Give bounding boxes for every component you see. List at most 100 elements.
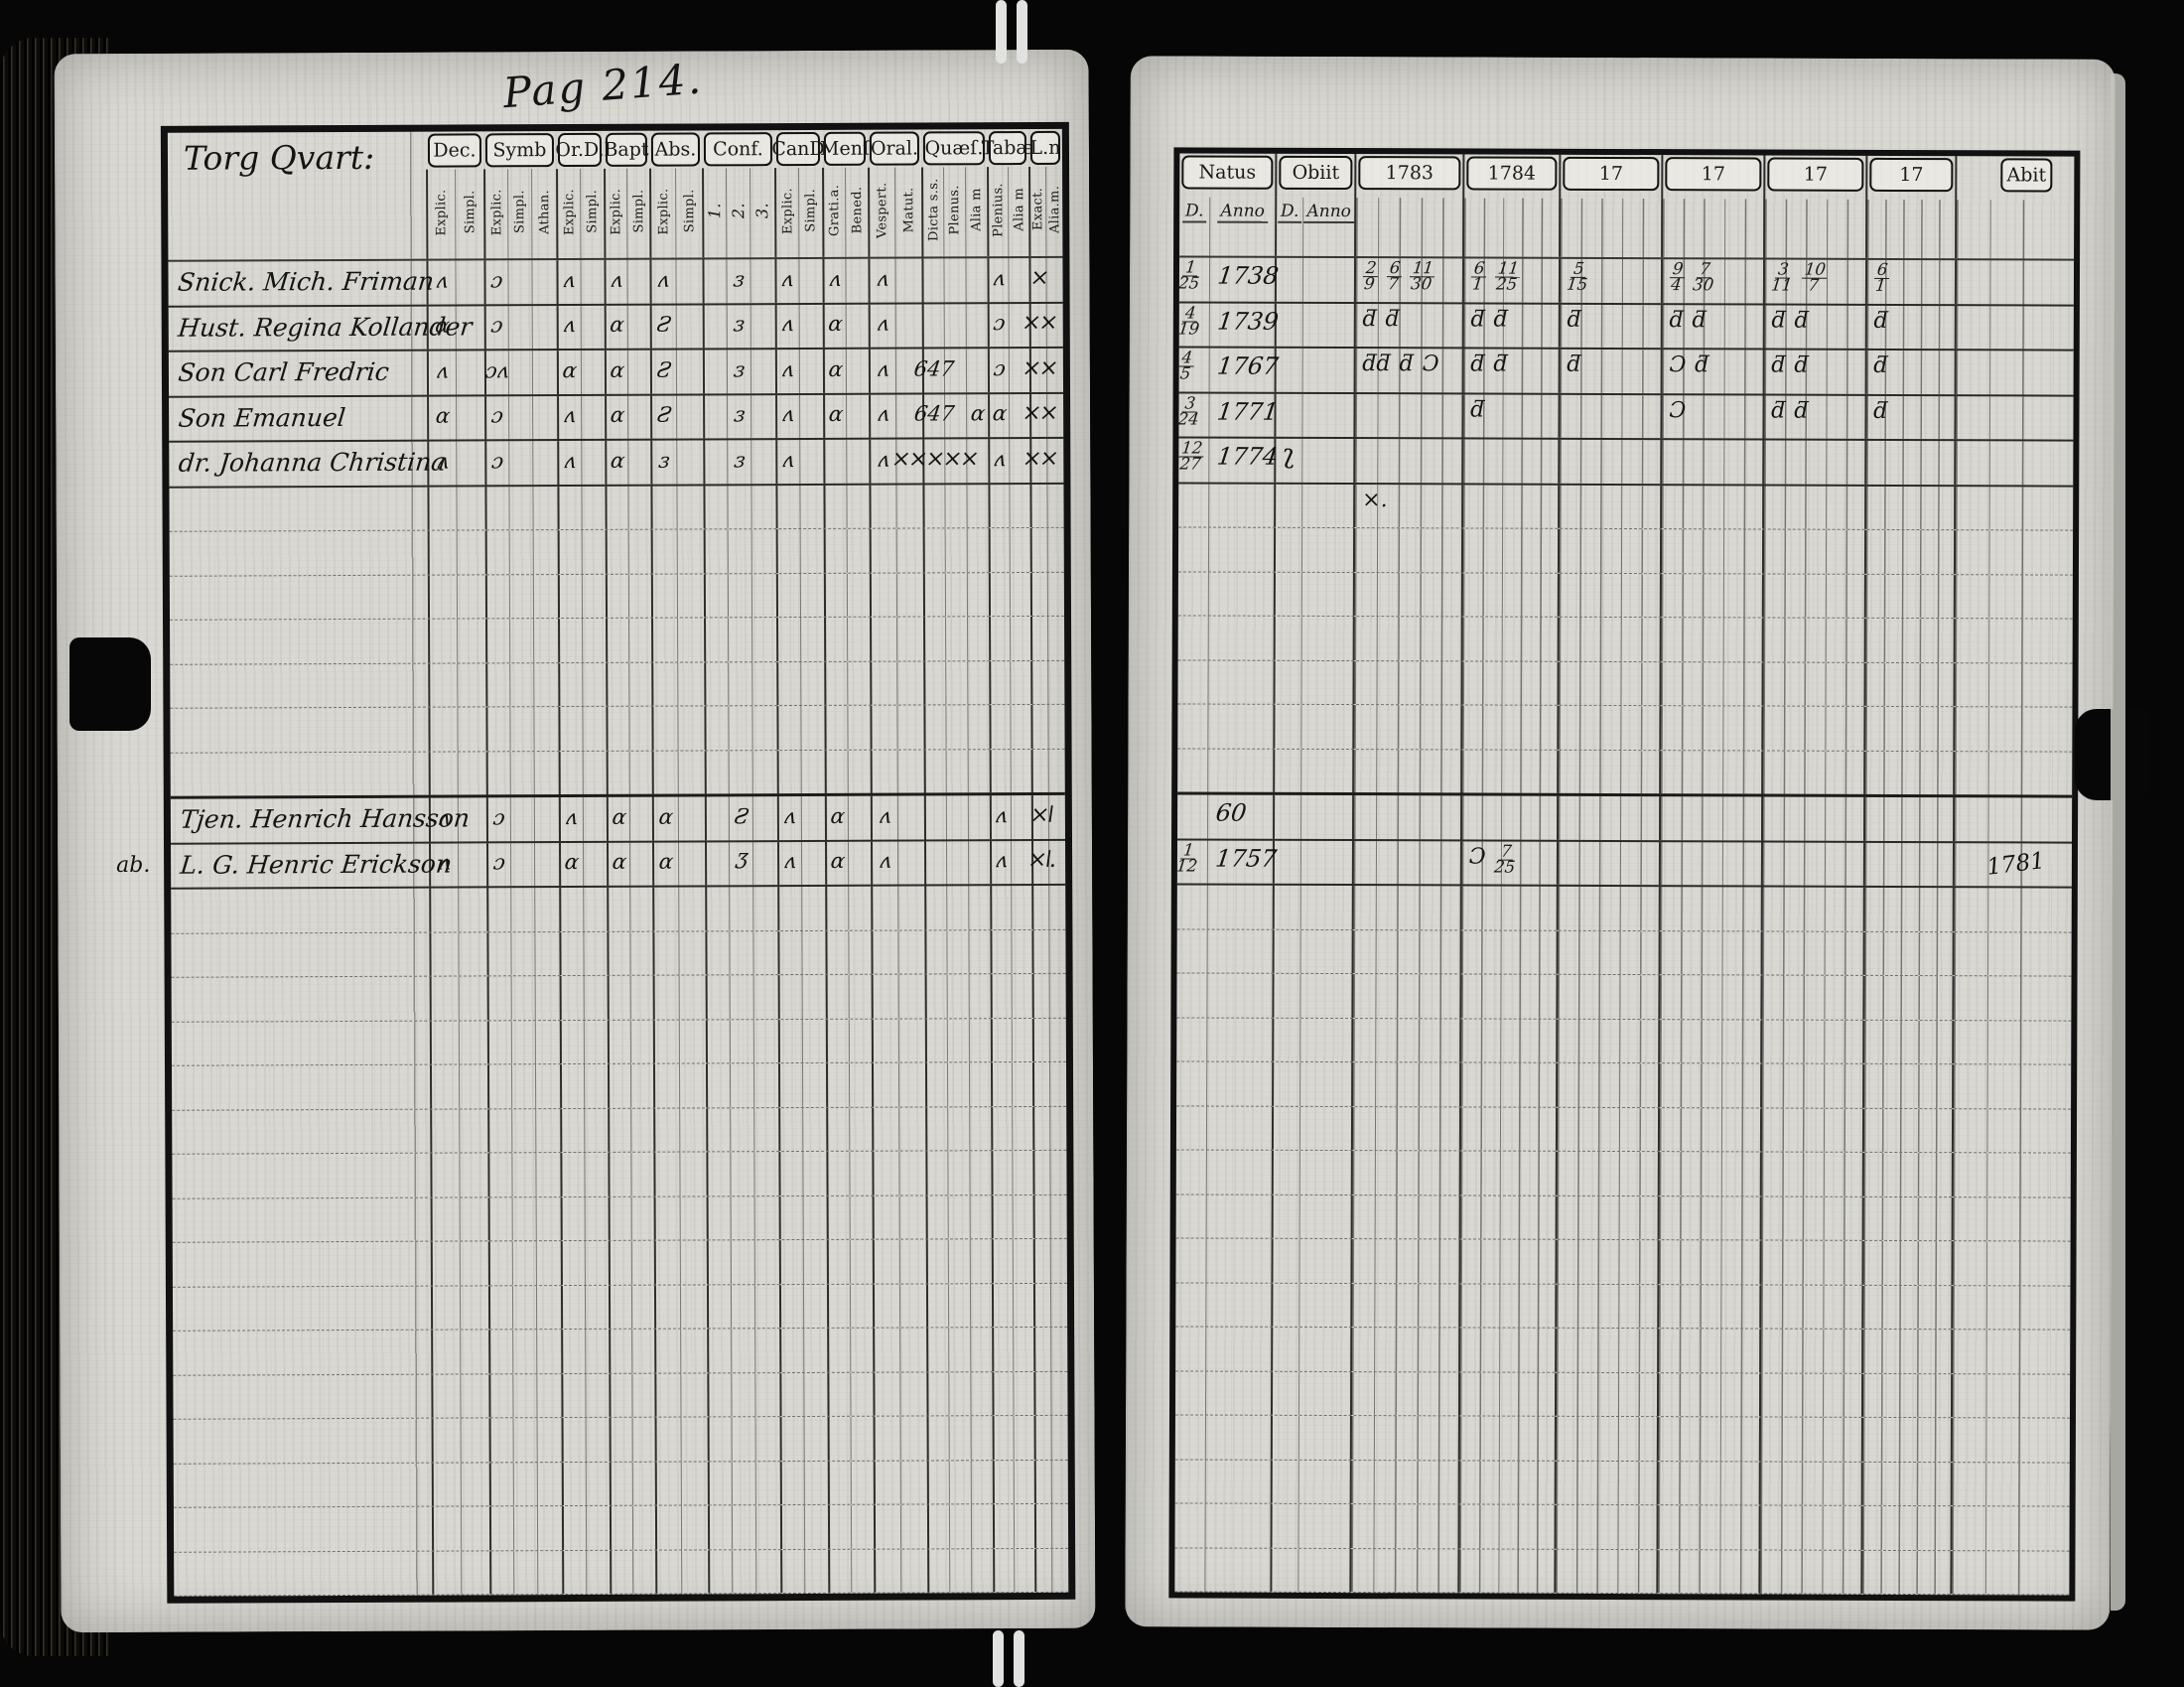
natus-anno-cell [1204,1415,1271,1460]
ditto-mark: ƌ [1771,352,1786,378]
mark-cell [897,840,925,885]
mark-cell [825,886,849,930]
ditto-mark: ƌ [1771,308,1786,334]
obiit-day-cell [1273,794,1301,839]
mark-cell [532,441,558,485]
mark-cell [968,840,991,885]
natus-anno-cell [1206,929,1273,973]
year-cell [1554,1372,1658,1417]
mark-cell [510,1064,536,1108]
person-name: Son Carl Fredric [177,356,391,387]
mark-cell [510,976,535,1020]
year-cell [1860,1417,1951,1462]
year-cell [1862,1063,1953,1108]
year-cell [1658,975,1761,1019]
table-row [1175,1238,2071,1287]
year-cell [1352,705,1461,749]
mark-cell [923,660,946,705]
mark-cell [777,1019,802,1063]
attendance-mark: ɑ [561,357,579,382]
table-row: 1 25 1738 2 9 6 7 11 30 6 1 11 25 5 15 9 4 7 30 3 11 10 7 6 1 [1177,257,2075,307]
year-lanes [1865,199,1956,259]
attendance-mark: ɑ [990,401,1009,426]
subcolumn-header: Athan. [531,169,557,259]
mark-cell [925,1151,948,1195]
obiit-anno-cell [1300,660,1353,705]
obiit-anno-cell [1298,1283,1351,1328]
year-cell: ƌƌ ƌ Ɔ [1353,349,1462,392]
table-row: 1 12 1757 Ɔ 7 25 1781 [1175,839,2073,889]
mark-cell [609,1373,632,1417]
mark-cell [804,1549,829,1593]
mark-cell [926,1371,949,1416]
left-page: Pag 214. Torg Qvart: Dec. Symb Or.D. Bapt Ab… [54,49,1096,1633]
year-cell [1761,750,1864,794]
mark-cell [1013,1327,1034,1371]
attendance-mark: ɜ [732,402,747,427]
year-cell [1657,1240,1760,1284]
mark-cell [627,486,651,529]
mark-cell [966,528,989,572]
mark-cell [488,1506,514,1550]
mark-cell [512,1330,537,1373]
trailing-cell [1953,797,2053,842]
mark-cell [946,1018,969,1062]
attendance-mark: ɑ [563,850,581,875]
mark-cell [1048,885,1066,929]
mark-cell [1030,616,1048,660]
year-lanes [1763,199,1866,258]
obiit-mark: ʅ [1282,438,1296,470]
mark-cell [677,661,705,706]
year-cell [1659,618,1762,661]
mark-cell [970,1371,993,1416]
mark-cell [534,1020,560,1064]
mark-cell: ɑ [426,306,456,350]
mark-cell [486,931,511,976]
mark-cell [1050,1327,1068,1371]
column-group-5: Conf. [702,130,774,168]
obiit-group: Obiit [1275,153,1355,199]
name-cell: dr. Johanna Christina [169,441,448,487]
mark-cell [486,888,511,931]
year-cell [1458,1195,1556,1239]
year-cell [1352,617,1461,660]
year-cell [1861,1329,1952,1373]
mark-cell [484,486,509,530]
year-cell [1557,705,1660,750]
mark-cell [1050,1460,1068,1503]
year-cell [1558,485,1661,529]
table-row [172,1106,1067,1155]
mark-cell [825,1019,849,1062]
column-header: Abs. [650,132,701,167]
mark-cell [847,795,871,840]
obiit-day-cell [1271,1106,1300,1150]
mark-cell [945,617,968,660]
mark-cell [728,661,752,706]
mark-cell [729,1063,754,1107]
mark-cell [626,259,650,304]
mark-cell: ɜ [650,440,677,485]
mark-cell [608,1196,631,1240]
mark-cell [752,841,778,886]
mark-cell [582,796,607,841]
table-row [173,1327,1068,1376]
name-column-spacer [168,169,427,260]
natus-day-cell [1177,704,1207,748]
mark-cell [801,1019,826,1063]
mark-cell [845,349,870,393]
mark-cell [731,1461,755,1505]
name-cell: Snick. Mich. Friman [168,260,436,306]
obiit-anno-cell [1299,1061,1352,1106]
mark-cell [581,486,606,529]
mark-cell [896,705,924,750]
mark-cell [535,1108,561,1153]
attendance-mark: Ʒ [734,849,750,874]
mark-cell [429,1064,460,1109]
mark-cell [947,1106,970,1151]
mark-cell [1009,527,1030,572]
year-cell: Ɔ 7 25 [1459,840,1558,885]
mark-cell [730,1107,754,1152]
mark-cell [628,706,652,751]
